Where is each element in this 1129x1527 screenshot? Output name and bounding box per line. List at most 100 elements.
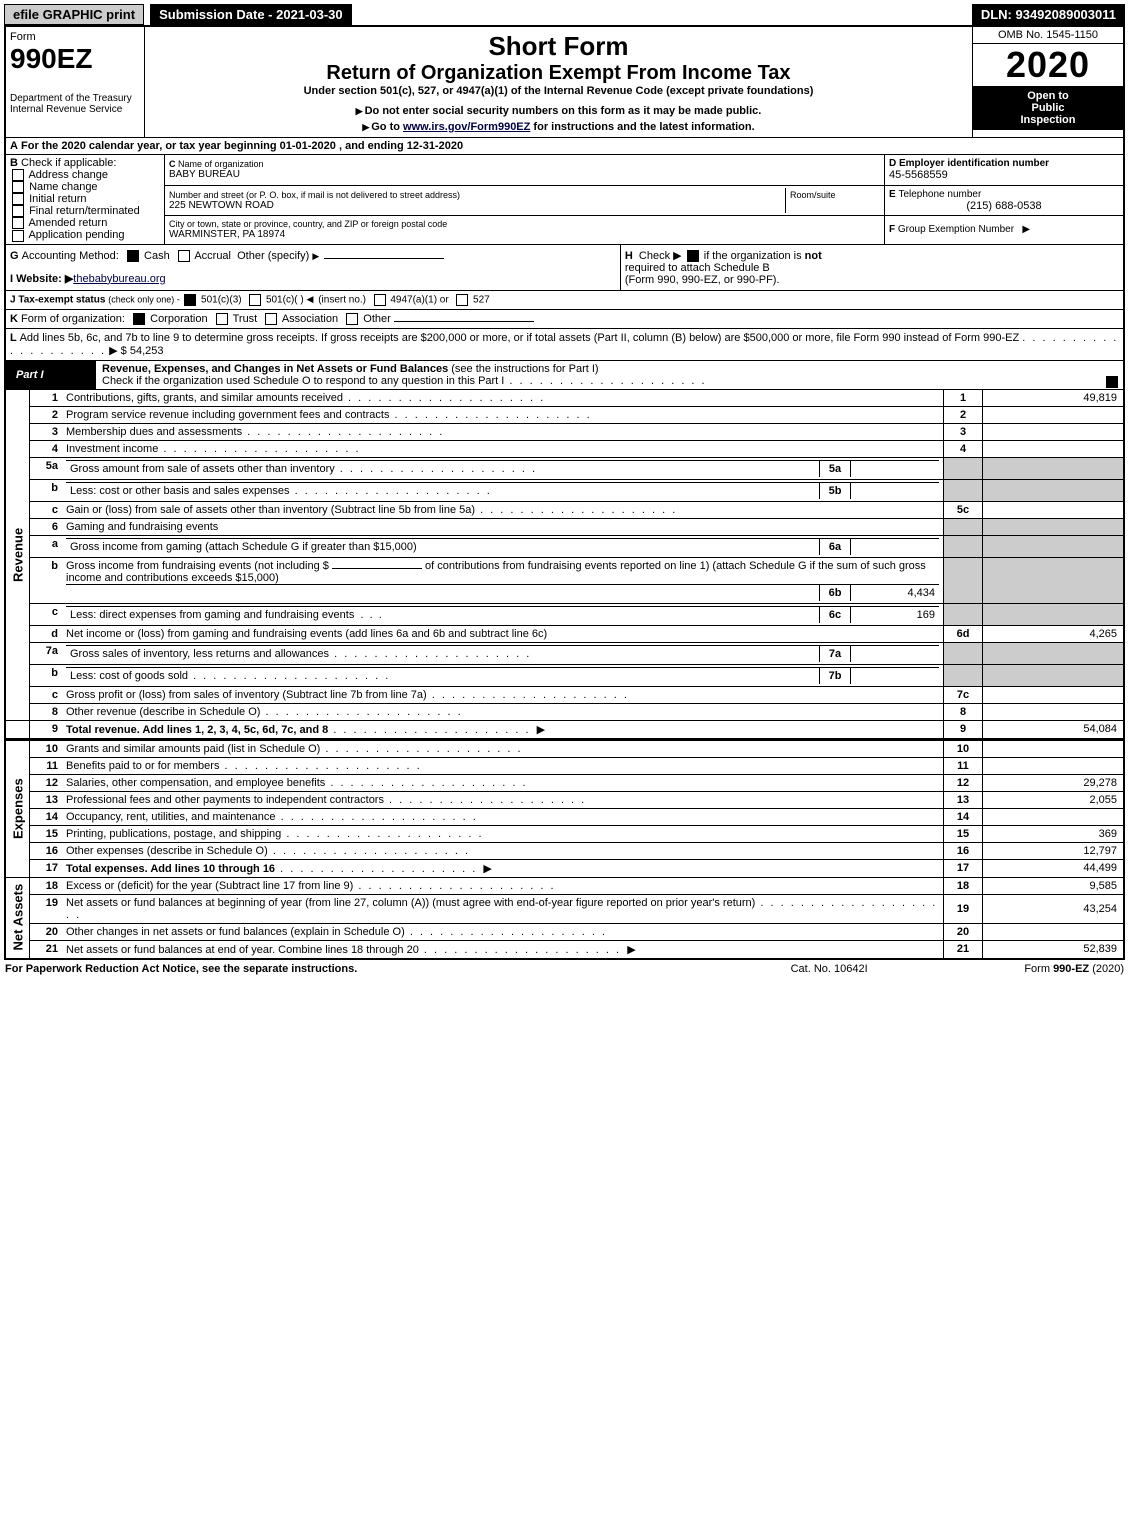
line-6a-inum: 6a — [820, 538, 851, 555]
line-16-val: 12,797 — [983, 842, 1124, 859]
submission-date-label: Submission Date - — [159, 7, 276, 22]
line-1-num: 1 — [30, 389, 63, 406]
line-6d-val: 4,265 — [983, 625, 1124, 642]
tax-exempt-hint: (check only one) - — [108, 294, 182, 304]
city-value: WARMINSTER, PA 18974 — [169, 229, 880, 240]
h-text-if: if the organization is — [704, 250, 805, 262]
line-3-num: 3 — [30, 423, 63, 440]
group-exemption-label: Group Exemption Number — [898, 224, 1014, 235]
line-7b-num: b — [30, 664, 63, 686]
other-org-input[interactable] — [394, 321, 534, 322]
line-5b-ref — [944, 479, 983, 501]
section-l: L Add lines 5b, 6c, and 7b to line 9 to … — [6, 328, 1123, 360]
527-checkbox[interactable] — [456, 294, 468, 306]
line-6-val — [983, 518, 1124, 535]
h-text-forms: (Form 990, 990-EZ, or 990-PF). — [625, 274, 780, 286]
cash-checkbox[interactable] — [127, 250, 139, 262]
line-14-ref: 14 — [944, 808, 983, 825]
line-6b-blank[interactable] — [332, 568, 422, 569]
line-6a-ival — [851, 538, 940, 555]
accounting-method-label: Accounting Method: — [22, 250, 119, 262]
line-18-val: 9,585 — [983, 877, 1124, 894]
form-org-label: Form of organization: — [21, 313, 125, 325]
line-19-ref: 19 — [944, 894, 983, 923]
line-13-desc: Professional fees and other payments to … — [62, 791, 944, 808]
line-16-desc: Other expenses (describe in Schedule O) — [62, 842, 944, 859]
line-20-desc: Other changes in net assets or fund bala… — [62, 923, 944, 940]
line-7b-inum: 7b — [820, 667, 851, 684]
501c-checkbox[interactable] — [249, 294, 261, 306]
line-20-ref: 20 — [944, 923, 983, 940]
irs-link[interactable]: www.irs.gov/Form990EZ — [403, 121, 530, 133]
4947-label: 4947(a)(1) or — [390, 294, 448, 305]
title-return: Return of Organization Exempt From Incom… — [149, 62, 968, 85]
line-9-desc: Total revenue. Add lines 1, 2, 3, 4, 5c,… — [62, 720, 944, 739]
line-7b-ival — [851, 667, 940, 684]
accrual-label: Accrual — [194, 250, 231, 262]
opt-final-return[interactable]: Final return/terminated — [10, 205, 160, 217]
line-20-val — [983, 923, 1124, 940]
other-specify-input[interactable] — [324, 258, 444, 259]
line-7b-desc: Less: cost of goods sold 7b — [62, 664, 944, 686]
goto-post: for instructions and the latest informat… — [530, 121, 754, 133]
opt-final-return-label: Final return/terminated — [29, 205, 140, 217]
line-6c-ival: 169 — [851, 606, 940, 623]
line-18-num: 18 — [30, 877, 63, 894]
line-4-num: 4 — [30, 440, 63, 457]
opt-initial-return[interactable]: Initial return — [10, 193, 160, 205]
line-6b-desc: Gross income from fundraising events (no… — [62, 557, 944, 603]
line-6-ref — [944, 518, 983, 535]
footer-paperwork: For Paperwork Reduction Act Notice, see … — [4, 962, 746, 976]
line-6-num: 6 — [30, 518, 63, 535]
line-13-ref: 13 — [944, 791, 983, 808]
line-1-ref: 1 — [944, 389, 983, 406]
website-link[interactable]: thebabybureau.org — [73, 273, 165, 285]
line-2-desc: Program service revenue including govern… — [62, 406, 944, 423]
part-1-title: Revenue, Expenses, and Changes in Net As… — [102, 363, 448, 375]
gross-receipts-amount: $ 54,253 — [121, 345, 164, 357]
line-4-ref: 4 — [944, 440, 983, 457]
section-b-label: B Check if applicable: — [10, 157, 160, 169]
accrual-checkbox[interactable] — [178, 250, 190, 262]
4947-checkbox[interactable] — [374, 294, 386, 306]
opt-address-change[interactable]: Address change — [10, 169, 160, 181]
gross-receipts-text: Add lines 5b, 6c, and 7b to line 9 to de… — [20, 332, 1020, 344]
association-checkbox[interactable] — [265, 313, 277, 325]
other-org-checkbox[interactable] — [346, 313, 358, 325]
line-21-num: 21 — [30, 940, 63, 958]
trust-checkbox[interactable] — [216, 313, 228, 325]
schedule-b-checkbox[interactable] — [687, 250, 699, 262]
other-specify-label: Other (specify) — [237, 250, 309, 262]
trust-label: Trust — [233, 313, 258, 325]
opt-name-change[interactable]: Name change — [10, 181, 160, 193]
dln-label: DLN: — [981, 7, 1016, 22]
line-15-num: 15 — [30, 825, 63, 842]
schedule-o-checkbox[interactable] — [1106, 376, 1118, 388]
line-6b-ival: 4,434 — [851, 584, 940, 601]
ein-label: Employer identification number — [899, 158, 1049, 169]
line-7c-num: c — [30, 686, 63, 703]
line-12-val: 29,278 — [983, 774, 1124, 791]
tax-year: 2020 — [973, 44, 1123, 86]
line-7a-val — [983, 642, 1124, 664]
revenue-section-label: Revenue — [6, 389, 30, 720]
line-2-ref: 2 — [944, 406, 983, 423]
efile-print-button[interactable]: efile GRAPHIC print — [4, 4, 144, 25]
line-6c-val — [983, 603, 1124, 625]
website-label: Website: ▶ — [16, 273, 73, 285]
opt-application-pending[interactable]: Application pending — [10, 229, 160, 241]
line-5c-num: c — [30, 501, 63, 518]
line-7a-num: 7a — [30, 642, 63, 664]
501c3-checkbox[interactable] — [184, 294, 196, 306]
tax-exempt-label: Tax-exempt status — [18, 294, 105, 305]
line-12-num: 12 — [30, 774, 63, 791]
corporation-checkbox[interactable] — [133, 313, 145, 325]
line-6c-inum: 6c — [820, 606, 851, 623]
opt-amended-return[interactable]: Amended return — [10, 217, 160, 229]
line-2-val — [983, 406, 1124, 423]
h-check-pre: Check ▶ — [639, 250, 682, 262]
line-5b-ival — [851, 482, 940, 499]
title-under-section: Under section 501(c), 527, or 4947(a)(1)… — [149, 85, 968, 97]
line-14-desc: Occupancy, rent, utilities, and maintena… — [62, 808, 944, 825]
footer-form-pre: Form — [1024, 963, 1053, 975]
